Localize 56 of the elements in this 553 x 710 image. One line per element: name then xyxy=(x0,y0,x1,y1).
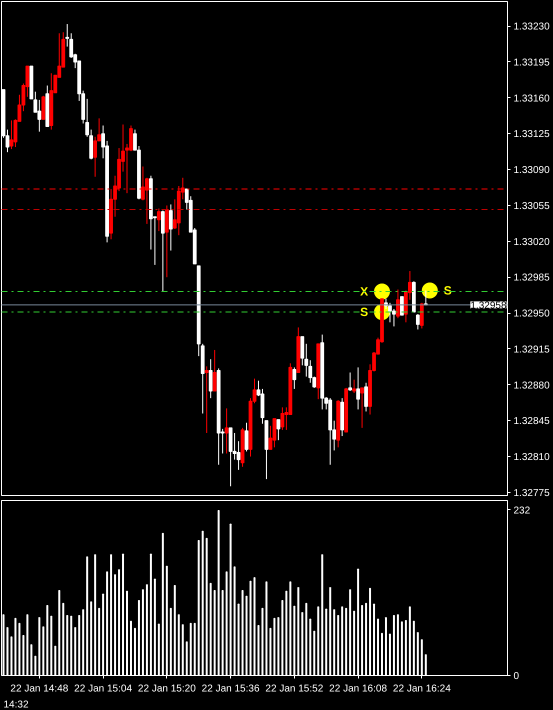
y-tick-label: 1.32985 xyxy=(514,272,550,284)
candlestick xyxy=(93,136,98,178)
point xyxy=(374,284,390,300)
y-tick-label: 1.32915 xyxy=(514,344,550,356)
candlestick xyxy=(356,366,360,410)
x-tick-label: 22 Jan 15:52 xyxy=(265,684,324,694)
point xyxy=(422,282,438,299)
candlestick xyxy=(244,422,248,452)
y-tick-label: 1.33055 xyxy=(514,200,550,212)
y-tick-label: 1.33230 xyxy=(514,22,550,33)
y-tick-label: 1.33125 xyxy=(514,129,550,140)
candlestick xyxy=(304,343,308,378)
candlestick xyxy=(348,372,352,392)
y-tick-label: 0 xyxy=(514,671,520,682)
candlestick xyxy=(156,208,161,232)
y-tick-label: 1.32950 xyxy=(514,308,550,320)
candlestick xyxy=(364,382,368,412)
ref-line-label: 1.32958 xyxy=(470,300,507,312)
y-tick-label: 232 xyxy=(514,505,531,516)
candlestick xyxy=(396,288,400,319)
candlestick xyxy=(212,349,217,392)
candlestick xyxy=(168,204,173,252)
y-tick-label: 1.32845 xyxy=(514,416,550,428)
candlestick xyxy=(160,210,165,292)
candlestick xyxy=(292,366,296,390)
x-tick-label: 22 Jan 16:08 xyxy=(329,684,388,694)
candlestick xyxy=(164,204,169,278)
candlestick xyxy=(388,302,392,323)
candlestick xyxy=(10,120,14,150)
candlestick xyxy=(300,336,304,366)
candlestick xyxy=(280,406,284,430)
candlestick xyxy=(208,358,213,399)
x-tick-label: 22 Jan 15:36 xyxy=(202,684,260,694)
x-tick-label: 22 Jan 16:24 xyxy=(392,684,452,694)
y-tick-label: 1.32880 xyxy=(514,380,550,392)
y-tick-label: 1.33020 xyxy=(514,236,550,248)
y-tick-label: 1.32775 xyxy=(514,488,550,499)
candlestick xyxy=(272,418,276,448)
candlestick xyxy=(276,419,280,441)
text: 14:32 xyxy=(4,700,29,710)
y-tick-label: 1.33195 xyxy=(514,57,550,68)
candlestick xyxy=(352,379,356,394)
candlestick xyxy=(228,427,232,487)
text: S xyxy=(444,284,452,298)
x-tick-label: 22 Jan 14:48 xyxy=(10,684,69,694)
candlestick xyxy=(41,95,46,120)
candlestick xyxy=(37,99,42,132)
candlestick xyxy=(416,314,420,330)
candlestick xyxy=(204,366,209,434)
y-tick-label: 1.33090 xyxy=(514,165,550,176)
x-tick-label: 22 Jan 15:20 xyxy=(138,684,196,694)
candlestick xyxy=(224,408,229,454)
x-tick-label: 22 Jan 15:04 xyxy=(74,684,132,694)
y-tick-label: 1.33160 xyxy=(514,93,550,104)
y-tick-label: 1.32810 xyxy=(514,452,550,464)
candlestick xyxy=(360,387,364,428)
